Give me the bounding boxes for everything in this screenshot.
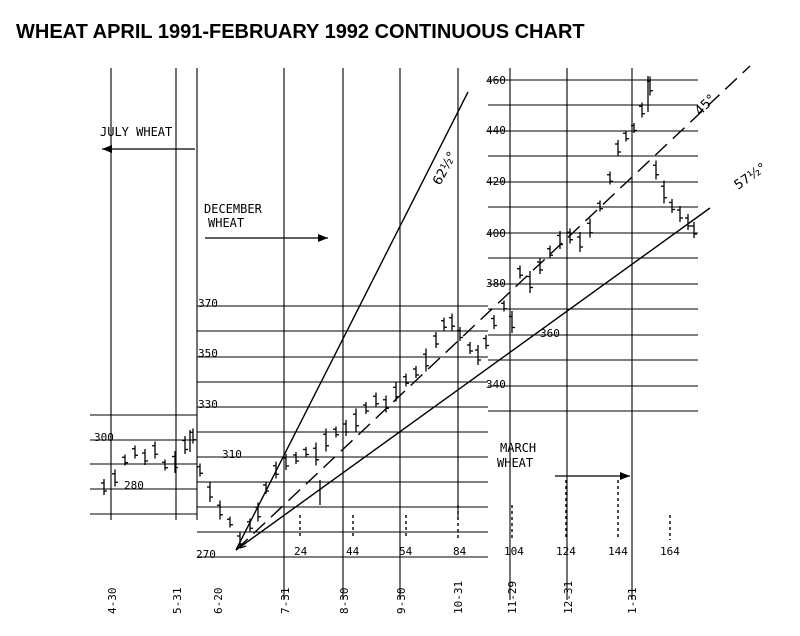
chart-title: WHEAT APRIL 1991-FEBRUARY 1992 CONTINUOU… (16, 21, 585, 43)
date-label: 4-30 (106, 588, 119, 615)
march-wheat-label-2: WHEAT (497, 456, 533, 470)
day-count-124: 124 (556, 545, 576, 558)
trend-line-57-5 (235, 207, 711, 551)
date-label: 6-20 (212, 588, 225, 615)
price-label-mar-420: 420 (486, 175, 506, 188)
date-label: 10-31 (452, 581, 465, 614)
left-arrow-icon (102, 145, 195, 153)
price-label-mar-360: 360 (540, 327, 560, 340)
day-count-44: 44 (346, 545, 360, 558)
price-label-dec-350: 350 (198, 347, 218, 360)
july-wheat-label: JULY WHEAT (100, 125, 172, 139)
price-bars (101, 76, 697, 548)
day-count-144: 144 (608, 545, 628, 558)
price-label-mar-380: 380 (486, 277, 506, 290)
angle-label-62-5: 62½° (430, 149, 460, 188)
december-wheat-label-1: DECEMBER (204, 202, 263, 216)
price-label-mar-400: 400 (486, 227, 506, 240)
price-label-dec-270: 270 (196, 548, 216, 561)
right-arrow-icon (555, 472, 630, 480)
december-wheat-label-2: WHEAT (208, 216, 244, 230)
day-count-54: 54 (399, 545, 413, 558)
grid-lines (90, 68, 698, 600)
trend-line-45 (235, 65, 751, 551)
date-label: 8-30 (338, 588, 351, 615)
price-label-july-280: 280 (124, 479, 144, 492)
day-count-84: 84 (453, 545, 467, 558)
day-count-164: 164 (660, 545, 680, 558)
march-wheat-label-1: MARCH (500, 441, 536, 455)
day-count-24: 24 (294, 545, 308, 558)
price-label-dec-310: 310 (222, 448, 242, 461)
price-label-july-300: 300 (94, 431, 114, 444)
trend-tick (239, 545, 247, 549)
date-labels: 4-30 5-31 6-20 7-31 8-30 9-30 10-31 11-29 12-31 1… (106, 581, 639, 614)
date-label: 7-31 (279, 588, 292, 615)
price-label-dec-330: 330 (198, 398, 218, 411)
date-label: 9-30 (395, 588, 408, 615)
right-arrow-icon (205, 234, 328, 242)
angle-label-45: 45° (692, 92, 719, 119)
date-label: 5-31 (171, 588, 184, 615)
price-label-dec-370: 370 (198, 297, 218, 310)
trend-line-62-5 (235, 91, 469, 551)
date-label: 12-31 (562, 581, 575, 614)
date-label: 11-29 (506, 581, 519, 614)
price-label-mar-460: 460 (486, 74, 506, 87)
date-label: 1-31 (626, 588, 639, 615)
angle-label-57-5: 57½° (732, 161, 770, 194)
price-label-mar-440: 440 (486, 124, 506, 137)
price-label-mar-340: 340 (486, 378, 506, 391)
day-count-104: 104 (504, 545, 524, 558)
gann-angle-lines (235, 65, 751, 551)
